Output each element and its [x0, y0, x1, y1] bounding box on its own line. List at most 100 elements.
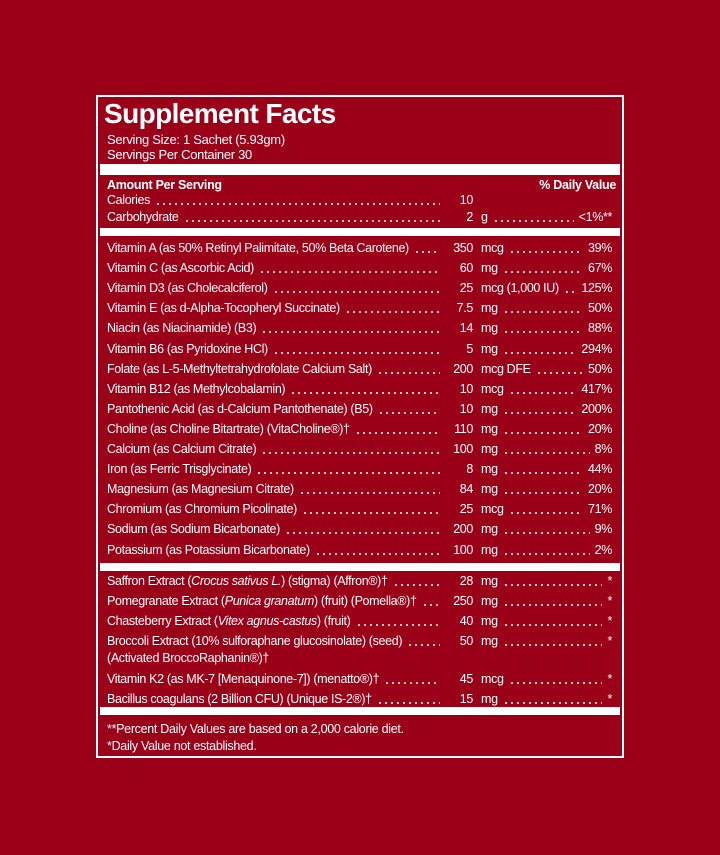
name-cell: Folate (as L-5-Methyltetrahydrofolate Ca…: [107, 361, 445, 377]
divider: [100, 228, 620, 236]
ingredient-name: Pantothenic Acid (as d-Calcium Pantothen…: [107, 401, 373, 416]
ingredient-row: Vitamin C (as Ascorbic Acid) 60 mg 67%: [107, 261, 612, 277]
ingredient-row: Niacin (as Niacinamide) (B3) 14 mg 88%: [107, 321, 612, 337]
ingredient-name: Vitamin C (as Ascorbic Acid): [107, 261, 254, 276]
daily-value: 50%: [588, 301, 612, 316]
ingredient-row: Carbohydrate 2 g <1%**: [107, 210, 612, 225]
leader: [502, 634, 603, 649]
amount: 28: [459, 574, 474, 588]
leader: [563, 281, 577, 297]
leader: [377, 401, 440, 417]
leader: [502, 574, 603, 589]
amount: 25: [459, 281, 474, 296]
daily-value: *: [607, 594, 612, 608]
serving-size: Serving Size: 1 Sachet (5.93gm): [107, 132, 285, 147]
leader: [392, 574, 440, 589]
leader: [261, 442, 440, 457]
amount: 40: [459, 614, 474, 628]
unit-cell: mg 2%: [473, 542, 612, 558]
leader: [355, 614, 440, 629]
leader: [502, 691, 603, 707]
ingredient-name: Vitamin B6 (as Pyridoxine HCl): [107, 341, 268, 356]
ingredient-row: Broccoli Extract (10% sulforaphane gluco…: [107, 634, 612, 649]
leader: [508, 671, 603, 687]
leader: [508, 241, 584, 256]
leader: [261, 321, 440, 337]
name-cell: Vitamin A (as 50% Retinyl Palimitate, 50…: [107, 241, 445, 256]
unit: mg: [481, 634, 498, 648]
ingredient-row: Iron (as Ferric Trisglycinate) 8 mg 44%: [107, 462, 612, 478]
leader: [502, 301, 584, 317]
unit-cell: mg 67%: [473, 261, 612, 277]
unit: mg: [481, 421, 498, 436]
amount: 50: [459, 634, 474, 648]
name-cell: Chromium (as Chromium Picolinate): [107, 502, 445, 518]
unit-cell: mg 8%: [473, 442, 612, 457]
name-cell: Sodium (as Sodium Bicarbonate): [107, 522, 445, 538]
unit: mg: [481, 482, 498, 497]
unit: g: [481, 210, 488, 224]
ingredient-name: Vitamin E (as d-Alpha-Tocopheryl Succina…: [107, 301, 340, 316]
ingredient-row: Saffron Extract (Crocus sativus L.) (sti…: [107, 574, 612, 589]
daily-value: *: [607, 671, 612, 686]
name-cell: Magnesium (as Magnesium Citrate): [107, 482, 445, 498]
ingredient-row: Choline (as Choline Bitartrate) (VitaCho…: [107, 421, 612, 437]
ingredient-name: ) (stigma) (Affron®)†: [281, 574, 388, 588]
leader: [508, 502, 584, 518]
leader: [284, 522, 440, 538]
leader: [272, 281, 440, 297]
leader: [314, 542, 440, 558]
unit-cell: mg 9%: [473, 522, 613, 538]
unit-cell: mg *: [473, 594, 612, 609]
unit: mg: [481, 401, 498, 416]
name-cell: Vitamin K2 (as MK-7 [Menaquinone-7]) (me…: [107, 671, 445, 687]
ingredient-name: Vitamin K2 (as MK-7 [Menaquinone-7]) (me…: [107, 671, 380, 686]
name-cell: Bacillus coagulans (2 Billion CFU) (Uniq…: [107, 691, 445, 707]
unit-cell: mg *: [473, 574, 612, 589]
unit-cell: mcg (1,000 IU) 125%: [473, 281, 612, 297]
daily-value: 71%: [588, 502, 612, 517]
ingredient-name: Sodium (as Sodium Bicarbonate): [107, 522, 280, 537]
unit: mcg: [481, 381, 504, 396]
leader: [344, 301, 440, 317]
amount: 100: [453, 542, 473, 557]
leader: [183, 210, 440, 225]
amount: 15: [459, 691, 474, 706]
ingredient-row: Vitamin E (as d-Alpha-Tocopheryl Succina…: [107, 301, 612, 317]
unit-cell: mg 200%: [473, 401, 612, 417]
ingredient-name: Niacin (as Niacinamide) (B3): [107, 321, 257, 336]
unit-cell: mcg 39%: [473, 241, 612, 256]
ingredient-name: Carbohydrate: [107, 210, 179, 224]
leader: [502, 522, 590, 538]
amount: 14: [459, 321, 474, 336]
ingredient-name: Calories: [107, 193, 151, 207]
name-cell: Chasteberry Extract (Vitex agnus-castus)…: [107, 614, 445, 629]
unit-cell: mg *: [473, 691, 612, 707]
daily-value: 9%: [594, 522, 613, 537]
ingredient-row: Chasteberry Extract (Vitex agnus-castus)…: [107, 614, 612, 629]
leader: [502, 261, 584, 277]
ingredient-name: Iron (as Ferric Trisglycinate): [107, 462, 252, 477]
daily-value: 88%: [588, 321, 612, 336]
leader: [376, 361, 440, 377]
daily-value: <1%**: [578, 210, 613, 224]
unit: mg: [481, 261, 498, 276]
ingredient-name: Saffron Extract (: [107, 574, 192, 588]
amount: 10: [459, 381, 474, 396]
amount: 110: [454, 421, 473, 436]
divider: [100, 707, 620, 715]
name-cell: Iron (as Ferric Trisglycinate): [107, 462, 445, 478]
daily-value: 125%: [581, 281, 612, 296]
unit: mg: [481, 594, 498, 608]
name-cell: Carbohydrate: [107, 210, 445, 225]
amount: 2: [466, 210, 473, 224]
unit-cell: mcg 71%: [473, 502, 612, 518]
daily-value: 39%: [588, 241, 612, 255]
leader: [298, 482, 440, 498]
name-cell: Calcium (as Calcium Citrate): [107, 442, 445, 457]
unit-cell: mg 50%: [473, 301, 612, 317]
ingredient-row: Potassium (as Potassium Bicarbonate) 100 m…: [107, 542, 612, 558]
ingredient-name: ) (fruit) (Pomella®)†: [313, 594, 417, 608]
name-cell: Niacin (as Niacinamide) (B3): [107, 321, 445, 337]
